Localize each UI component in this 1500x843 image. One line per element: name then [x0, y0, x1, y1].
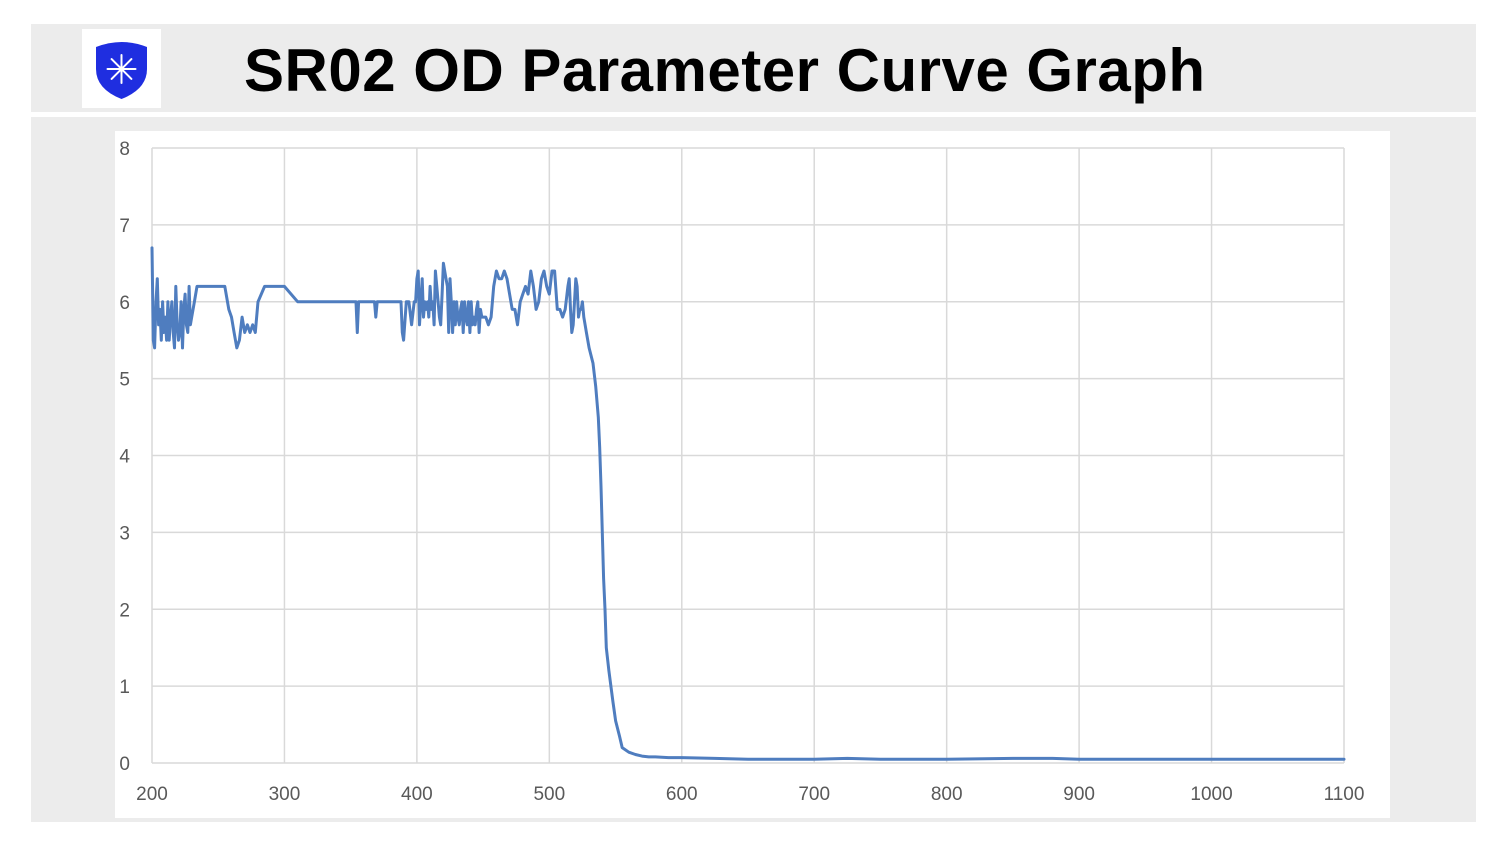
x-tick-label: 1100	[1324, 784, 1365, 805]
y-tick-label: 0	[119, 754, 130, 775]
logo	[82, 29, 161, 108]
x-tick-label: 400	[401, 784, 433, 805]
x-tick-label: 600	[666, 784, 698, 805]
od-curve-chart: 0 1 2 3 4 5 6 7 8 200 300 400 500 600 700 800 900 1000 110…	[119, 139, 1365, 805]
y-tick-label: 7	[119, 216, 130, 237]
y-tick-label: 8	[119, 139, 130, 160]
y-tick-label: 5	[119, 370, 130, 391]
shield-star-icon	[96, 42, 147, 99]
x-tick-label: 900	[1063, 784, 1095, 805]
x-tick-label: 500	[533, 784, 565, 805]
header-band	[31, 24, 1476, 112]
y-tick-label: 4	[119, 447, 130, 468]
x-tick-label: 700	[798, 784, 830, 805]
y-tick-label: 6	[119, 293, 130, 314]
y-tick-label: 2	[119, 600, 130, 621]
x-tick-label: 800	[931, 784, 963, 805]
x-tick-label: 1000	[1190, 784, 1232, 805]
chart-panel: 0 1 2 3 4 5 6 7 8 200 300 400 500 600 700 800 900 1000 110…	[115, 131, 1390, 818]
od-series-line	[150, 246, 1346, 761]
page-title: SR02 OD Parameter Curve Graph	[244, 37, 1206, 104]
x-tick-label: 300	[269, 784, 301, 805]
x-tick-label: 200	[136, 784, 168, 805]
y-tick-label: 1	[119, 677, 130, 698]
y-tick-label: 3	[119, 523, 130, 544]
